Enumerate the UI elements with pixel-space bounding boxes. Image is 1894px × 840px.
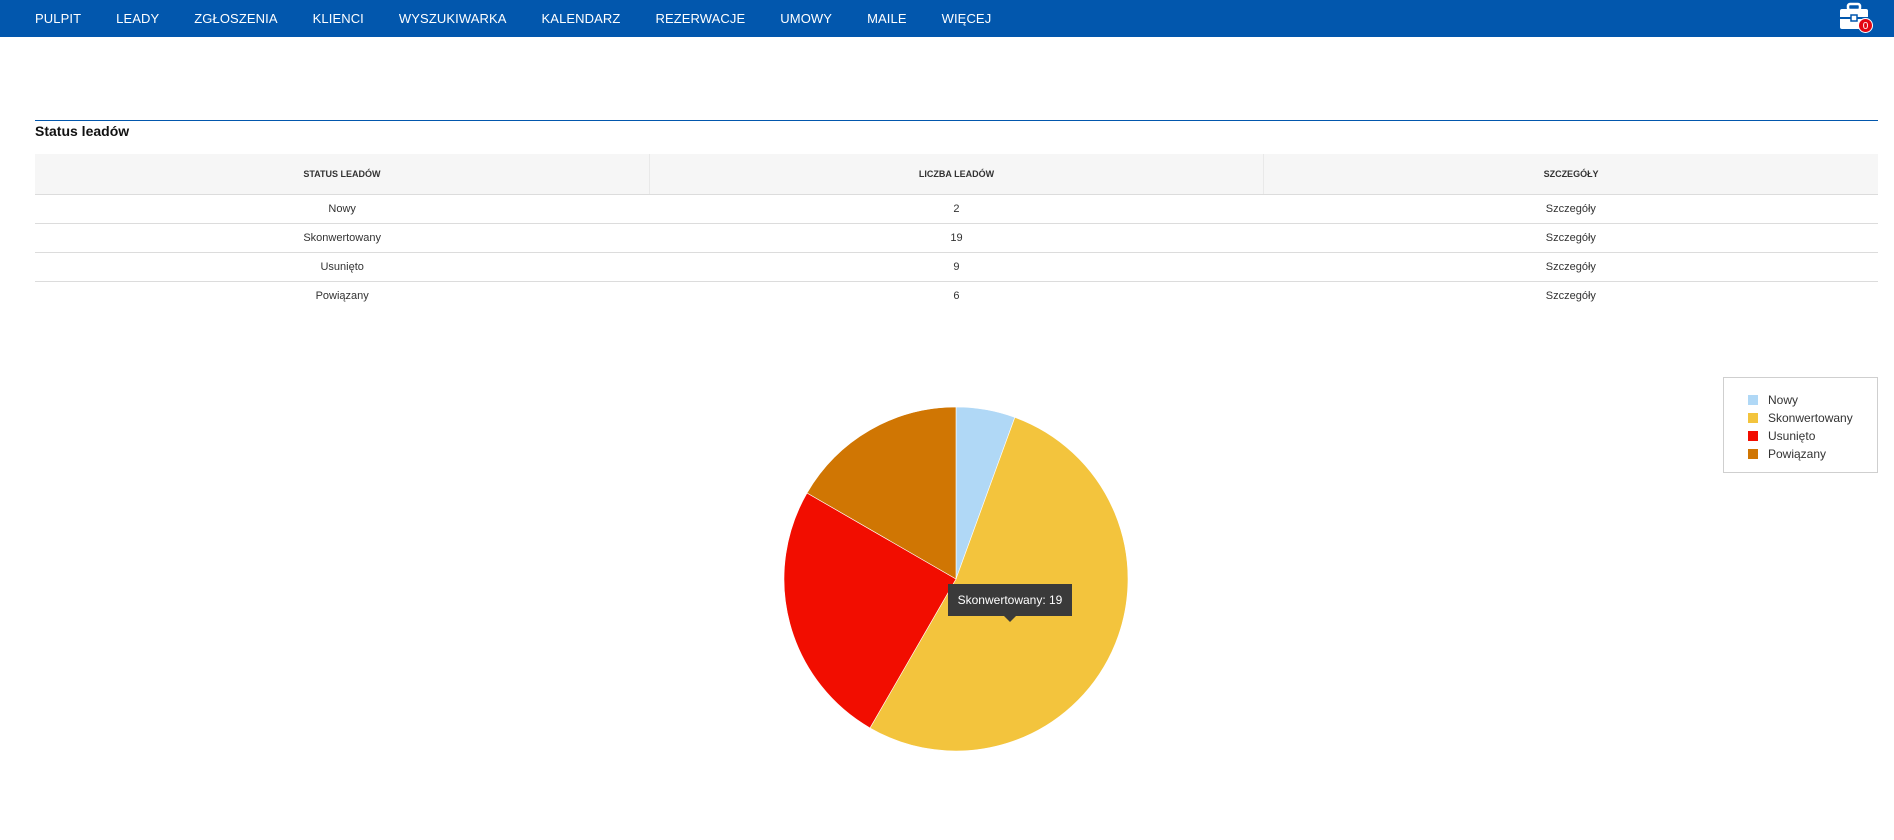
count-cell: 19 <box>649 223 1264 253</box>
section-divider <box>35 120 1878 121</box>
details-link[interactable]: Szczegóły <box>1263 252 1878 282</box>
column-header-status[interactable]: STATUS LEADÓW <box>35 154 650 195</box>
lead-status-table: STATUS LEADÓW LICZBA LEADÓW SZCZEGÓŁY No… <box>35 154 1878 310</box>
table-row: Usunięto 9 Szczegóły <box>35 252 1878 282</box>
legend-item[interactable]: Powiązany <box>1724 445 1877 463</box>
legend-item[interactable]: Usunięto <box>1724 427 1877 445</box>
count-cell: 6 <box>953 290 960 302</box>
nav-item-klienci[interactable]: KLIENCI <box>312 11 364 26</box>
briefcase-count-badge: 0 <box>1858 18 1873 33</box>
legend-item[interactable]: Skonwertowany <box>1724 409 1877 427</box>
pie-slice-powiązany[interactable] <box>806 406 957 580</box>
count-cell: 2 <box>649 194 1264 224</box>
nav-item-maile[interactable]: MAILE <box>867 11 907 26</box>
lead-status-pie-chart <box>783 406 1129 752</box>
details-link[interactable]: Szczegóły <box>1545 290 1596 302</box>
top-navigation-bar: PULPIT LEADY ZGŁOSZENIA KLIENCI WYSZUKIW… <box>0 0 1894 37</box>
status-cell: Nowy <box>35 194 650 224</box>
section-title: Status leadów <box>35 123 130 139</box>
nav-item-wyszukiwarka[interactable]: WYSZUKIWARKA <box>398 11 507 26</box>
legend-swatch <box>1748 395 1758 405</box>
column-header-details[interactable]: SZCZEGÓŁY <box>1263 154 1878 195</box>
legend-swatch <box>1748 413 1758 423</box>
status-cell: Skonwertowany <box>35 223 650 253</box>
legend-swatch <box>1748 431 1758 441</box>
legend-label: Skonwertowany <box>1768 411 1853 425</box>
details-link[interactable]: Szczegóły <box>1263 194 1878 224</box>
legend-label: Powiązany <box>1768 447 1827 461</box>
nav-item-rezerwacje[interactable]: REZERWACJE <box>655 11 746 26</box>
nav-item-pulpit[interactable]: PULPIT <box>35 11 82 26</box>
table-row: Nowy 2 Szczegóły <box>35 194 1878 224</box>
status-cell: Usunięto <box>35 252 650 282</box>
nav-item-wiecej[interactable]: WIĘCEJ <box>941 11 992 26</box>
details-link[interactable]: Szczegóły <box>1263 223 1878 253</box>
chart-tooltip: Skonwertowany: 19 <box>948 584 1072 622</box>
table-header-row: STATUS LEADÓW LICZBA LEADÓW SZCZEGÓŁY <box>35 154 1878 195</box>
table-row: Powiązany 6 Szczegóły <box>35 282 1878 311</box>
nav-item-leady[interactable]: LEADY <box>116 11 160 26</box>
column-header-count[interactable]: LICZBA LEADÓW <box>649 154 1265 195</box>
count-cell: 9 <box>649 252 1264 282</box>
legend-swatch <box>1748 449 1758 459</box>
nav-item-kalendarz[interactable]: KALENDARZ <box>541 11 621 26</box>
main-menu: PULPIT LEADY ZGŁOSZENIA KLIENCI WYSZUKIW… <box>35 0 1026 37</box>
briefcase-button[interactable]: 0 <box>1838 2 1874 34</box>
legend-label: Usunięto <box>1768 429 1816 443</box>
table-row: Skonwertowany 19 Szczegóły <box>35 223 1878 253</box>
chart-legend: Nowy Skonwertowany Usunięto Powiązany <box>1723 377 1878 473</box>
legend-label: Nowy <box>1768 393 1799 407</box>
legend-item[interactable]: Nowy <box>1724 391 1877 409</box>
status-cell: Powiązany <box>315 290 369 302</box>
pie-slice-usunięto[interactable] <box>783 492 957 729</box>
nav-item-umowy[interactable]: UMOWY <box>780 11 833 26</box>
nav-item-zgloszenia[interactable]: ZGŁOSZENIA <box>194 11 278 26</box>
